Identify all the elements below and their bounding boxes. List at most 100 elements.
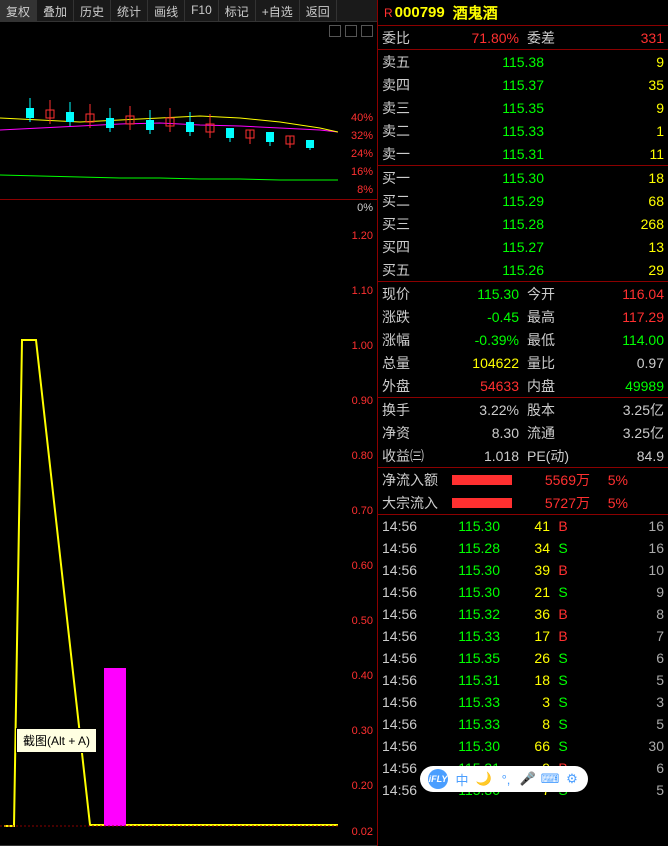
wei-row: 委比 71.80% 委差 331 <box>378 26 668 49</box>
stat-row: 外盘54633内盘49989 <box>378 374 668 397</box>
trade-bs: S <box>550 584 570 600</box>
ask-label: 卖二 <box>382 121 432 141</box>
trade-row: 14:56115.2834S16 <box>378 537 668 559</box>
menu-item-返回[interactable]: 返回 <box>300 0 337 21</box>
bid-row: 买三115.28268 <box>378 212 668 235</box>
trade-volume: 17 <box>500 628 550 644</box>
trade-extra: 5 <box>570 716 664 732</box>
ime-moon-icon[interactable]: 🌙 <box>476 771 492 787</box>
trade-price: 115.35 <box>432 650 500 666</box>
bid-vol: 18 <box>552 170 664 186</box>
lower-yaxis-label: 0.20 <box>352 780 373 792</box>
flow-value: 5569万 <box>520 470 590 490</box>
flow-pct: 5% <box>598 472 628 488</box>
toolbar-icon-3[interactable] <box>361 25 373 37</box>
trade-time: 14:56 <box>382 694 432 710</box>
trade-extra: 6 <box>570 650 664 666</box>
trade-list[interactable]: 14:56115.3041B1614:56115.2834S1614:56115… <box>378 515 668 846</box>
menu-item-叠加[interactable]: 叠加 <box>37 0 74 21</box>
ime-toolbar[interactable]: iFLY 中 🌙 °, 🎤 ⌨ ⚙ <box>420 766 588 792</box>
ifly-icon[interactable]: iFLY <box>428 769 448 789</box>
trade-row: 14:56115.3021S9 <box>378 581 668 603</box>
menu-item-标记[interactable]: 标记 <box>219 0 256 21</box>
bid-row: 买一115.3018 <box>378 166 668 189</box>
bid-label: 买三 <box>382 214 432 234</box>
trade-time: 14:56 <box>382 584 432 600</box>
toolbar-icon-2[interactable] <box>345 25 357 37</box>
ask-row: 卖五115.389 <box>378 50 668 73</box>
trade-bs: B <box>550 628 570 644</box>
r-badge: R <box>384 6 393 20</box>
weicha-label: 委差 <box>527 28 577 48</box>
bid-row: 买五115.2629 <box>378 258 668 281</box>
menu-item-+自选[interactable]: +自选 <box>256 0 300 21</box>
toolbar-icon-1[interactable] <box>329 25 341 37</box>
trade-row: 14:56115.333S3 <box>378 691 668 713</box>
stat-row: 换手3.22%股本3.25亿 <box>378 398 668 421</box>
upper-yaxis-label: 16% <box>351 166 373 178</box>
trade-extra: 7 <box>570 628 664 644</box>
trade-volume: 36 <box>500 606 550 622</box>
ime-mic-icon[interactable]: 🎤 <box>520 771 536 787</box>
menu-item-复权[interactable]: 复权 <box>0 0 37 21</box>
bid-label: 买一 <box>382 168 432 188</box>
trade-bs: S <box>550 672 570 688</box>
trade-volume: 39 <box>500 562 550 578</box>
ask-vol: 35 <box>552 77 664 93</box>
trade-time: 14:56 <box>382 562 432 578</box>
ime-chinese-icon[interactable]: 中 <box>454 771 470 787</box>
bid-price: 115.29 <box>432 193 552 209</box>
candlestick-chart[interactable]: 40%32%24%16%8%0% <box>0 40 377 200</box>
flow-label: 大宗流入 <box>382 493 452 513</box>
trade-extra: 16 <box>570 518 664 534</box>
stock-code: 000799 <box>395 4 445 21</box>
stat-row: 收益㈢1.018PE(动)84.9 <box>378 444 668 467</box>
stat-value2: 84.9 <box>577 448 664 464</box>
trade-bs: S <box>550 540 570 556</box>
menu-item-统计[interactable]: 统计 <box>111 0 148 21</box>
trade-time: 14:56 <box>382 672 432 688</box>
stat-label2: 今开 <box>527 284 577 304</box>
stat-value: -0.39% <box>432 332 527 348</box>
trade-bs: S <box>550 694 570 710</box>
trade-time: 14:56 <box>382 606 432 622</box>
trade-extra: 30 <box>570 738 664 754</box>
ime-keyboard-icon[interactable]: ⌨ <box>542 771 558 787</box>
trade-bs: B <box>550 606 570 622</box>
trade-row: 14:56115.3118S5 <box>378 669 668 691</box>
bid-label: 买五 <box>382 260 432 280</box>
lower-yaxis-label: 1.10 <box>352 285 373 297</box>
trade-row: 14:56115.3236B8 <box>378 603 668 625</box>
ime-punct-icon[interactable]: °, <box>498 771 514 787</box>
stat-value: 115.30 <box>432 286 527 302</box>
menu-item-F10[interactable]: F10 <box>185 0 219 21</box>
ime-gear-icon[interactable]: ⚙ <box>564 771 580 787</box>
ask-price: 115.38 <box>432 54 552 70</box>
bid-vol: 68 <box>552 193 664 209</box>
trade-volume: 66 <box>500 738 550 754</box>
bid-row: 买四115.2713 <box>378 235 668 258</box>
stat-row: 涨跌-0.45最高117.29 <box>378 305 668 328</box>
stat-label2: PE(动) <box>527 446 577 466</box>
trade-price: 115.30 <box>432 584 500 600</box>
ask-vol: 9 <box>552 100 664 116</box>
ask-vol: 1 <box>552 123 664 139</box>
trade-volume: 8 <box>500 716 550 732</box>
menu-item-历史[interactable]: 历史 <box>74 0 111 21</box>
asks-section: 卖五115.389卖四115.3735卖三115.359卖二115.331卖一1… <box>378 50 668 166</box>
ask-row: 卖三115.359 <box>378 96 668 119</box>
lower-yaxis-label: 0.02 <box>352 826 373 838</box>
trade-row: 14:56115.3039B10 <box>378 559 668 581</box>
bid-vol: 29 <box>552 262 664 278</box>
trade-extra: 16 <box>570 540 664 556</box>
stat-label2: 最低 <box>527 330 577 350</box>
flow-bar <box>452 475 512 485</box>
trade-volume: 18 <box>500 672 550 688</box>
trade-price: 115.33 <box>432 694 500 710</box>
menu-item-画线[interactable]: 画线 <box>148 0 185 21</box>
trade-row: 14:56115.3317B7 <box>378 625 668 647</box>
ask-price: 115.31 <box>432 146 552 162</box>
ask-price: 115.35 <box>432 100 552 116</box>
bid-label: 买四 <box>382 237 432 257</box>
stat-value: 104622 <box>432 355 527 371</box>
